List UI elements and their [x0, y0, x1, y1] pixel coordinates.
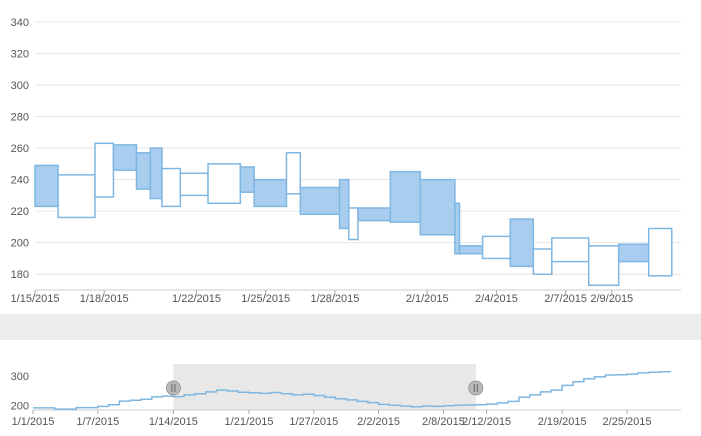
- x-tick-label: 2/19/2015: [538, 416, 587, 428]
- candlestick-bar[interactable]: [532, 248, 553, 275]
- y-tick-label: 280: [11, 112, 29, 124]
- chart-divider-band: [0, 314, 701, 340]
- y-tick-label: 180: [11, 269, 29, 281]
- candlestick-bar[interactable]: [161, 167, 182, 208]
- candlestick-bar[interactable]: [481, 235, 512, 260]
- x-tick-label: 2/2/2015: [357, 416, 400, 428]
- candlestick-bar[interactable]: [299, 186, 341, 216]
- x-tick-label: 2/25/2015: [603, 416, 652, 428]
- candlestick-bar[interactable]: [112, 144, 138, 171]
- candlestick-bar[interactable]: [454, 202, 461, 255]
- y-tick-label: 340: [11, 17, 29, 29]
- candlestick-bar[interactable]: [357, 207, 392, 222]
- candlestick-bar[interactable]: [207, 163, 242, 205]
- candlestick-bar[interactable]: [551, 237, 590, 263]
- x-tick-label: 1/25/2015: [241, 293, 290, 305]
- x-tick-label: 1/21/2015: [225, 416, 274, 428]
- candlestick-bar[interactable]: [419, 178, 456, 236]
- x-tick-label: 1/1/2015: [12, 416, 55, 428]
- candlestick-bar[interactable]: [338, 178, 350, 230]
- x-tick-label: 1/18/2015: [80, 293, 129, 305]
- selection-right-handle[interactable]: [468, 380, 484, 396]
- candlestick-bar[interactable]: [149, 147, 163, 200]
- x-tick-label: 1/28/2015: [310, 293, 359, 305]
- candlestick-bar[interactable]: [647, 227, 673, 277]
- navigator-chart[interactable]: 200 300 1/1/2015 1/7/2015 1/14/2015 1/21/2015…: [0, 340, 701, 436]
- candlestick-bar[interactable]: [458, 245, 484, 255]
- navigator-selection-window[interactable]: [173, 364, 476, 410]
- candlestick-bar[interactable]: [239, 166, 255, 193]
- candlestick-bar[interactable]: [253, 178, 288, 208]
- y-tick-label: 300: [11, 371, 29, 383]
- main-candlestick-chart: 180 200 220 240 260 280 300 320 340 1/15/2015 1/18…: [11, 17, 681, 305]
- y-tick-label: 220: [11, 206, 29, 218]
- x-tick-label: 2/7/2015: [544, 293, 587, 305]
- candlestick-bar[interactable]: [179, 172, 209, 197]
- y-tick-label: 200: [11, 401, 29, 413]
- y-tick-label: 240: [11, 175, 29, 187]
- x-tick-label: 1/7/2015: [76, 416, 119, 428]
- x-tick-label: 1/27/2015: [289, 416, 338, 428]
- y-tick-label: 260: [11, 143, 29, 155]
- x-tick-label: 2/9/2015: [590, 293, 633, 305]
- candlestick-bar[interactable]: [34, 164, 59, 208]
- selection-left-handle[interactable]: [165, 380, 181, 396]
- handle-grip-icon: [468, 380, 484, 396]
- y-tick-label: 320: [11, 48, 29, 60]
- candlestick-bar[interactable]: [509, 218, 535, 268]
- candlestick-bar[interactable]: [94, 142, 115, 198]
- handle-grip-icon: [165, 380, 181, 396]
- navigator-series-line: [33, 370, 671, 410]
- candlestick-bar[interactable]: [57, 174, 96, 219]
- x-tick-label: 2/1/2015: [406, 293, 449, 305]
- x-tick-label: 2/12/2015: [462, 416, 511, 428]
- candlestick-bar[interactable]: [587, 245, 620, 287]
- x-tick-label: 1/15/2015: [11, 293, 60, 305]
- y-tick-label: 200: [11, 238, 29, 250]
- candlestick-bar[interactable]: [285, 152, 302, 195]
- candlestick-bar[interactable]: [389, 170, 422, 223]
- candlestick-bar[interactable]: [617, 243, 650, 263]
- x-tick-label: 2/4/2015: [475, 293, 518, 305]
- candlestick-bar[interactable]: [348, 207, 359, 241]
- y-tick-label: 300: [11, 80, 29, 92]
- x-tick-label: 2/8/2015: [422, 416, 465, 428]
- x-tick-label: 1/22/2015: [172, 293, 221, 305]
- candlestick-bar[interactable]: [135, 152, 152, 190]
- x-tick-label: 1/14/2015: [149, 416, 198, 428]
